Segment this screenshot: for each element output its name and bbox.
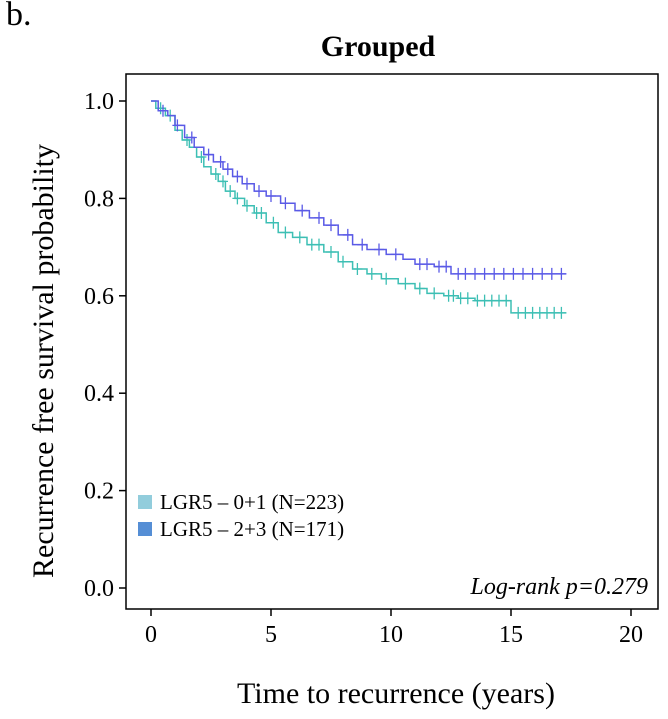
censor-mark (196, 151, 207, 164)
survival-curves (151, 100, 567, 319)
censor-mark (186, 131, 197, 144)
x-tick-label: 10 (379, 622, 403, 648)
censor-mark (537, 267, 548, 280)
series-0 (151, 100, 567, 319)
censor-mark (400, 277, 411, 290)
censor-mark (280, 226, 291, 239)
censor-mark (326, 245, 336, 258)
x-tick-label: 5 (265, 622, 277, 648)
plot-frame (125, 73, 659, 610)
censor-mark (268, 216, 279, 229)
censor-mark (232, 192, 243, 205)
censor-mark (297, 204, 308, 217)
censor-mark (414, 282, 425, 295)
censor-mark (441, 260, 452, 273)
x-axis-title: Time to recurrence (years) (237, 677, 555, 710)
censor-mark (266, 189, 276, 202)
censor-mark (218, 175, 228, 188)
censor-mark (338, 255, 348, 268)
censor-mark (232, 170, 243, 183)
survival-line (151, 100, 567, 314)
censor-mark (314, 238, 324, 251)
series-1 (151, 100, 567, 280)
censor-mark (429, 287, 440, 300)
censor-mark (527, 267, 538, 280)
censor-mark (242, 199, 252, 212)
censor-mark (172, 119, 183, 132)
censor-mark (501, 294, 512, 307)
censor-mark (556, 267, 567, 280)
censor-mark (215, 155, 226, 168)
survival-line (151, 100, 567, 275)
legend-label-lgr5-2-3: LGR5 – 2+3 (N=171) (160, 517, 344, 541)
legend-label-lgr5-0-1: LGR5 – 0+1 (N=223) (160, 490, 344, 514)
y-tick-label: 1.0 (84, 89, 114, 115)
censor-mark (225, 185, 236, 198)
censor-mark (352, 263, 363, 276)
x-tick-label: 20 (619, 622, 643, 648)
censor-mark (182, 133, 192, 146)
censor-mark (479, 267, 490, 280)
censor-mark (280, 197, 291, 210)
censor-mark (254, 185, 264, 198)
censor-mark (498, 267, 509, 280)
censor-mark (470, 267, 480, 280)
legend-swatch-lgr5-2-3 (138, 522, 152, 536)
censor-mark (357, 238, 368, 251)
censor-mark (366, 267, 377, 280)
y-tick-label: 0.6 (84, 284, 114, 310)
y-tick-label: 0.2 (84, 479, 114, 505)
censor-mark (518, 267, 528, 280)
censor-mark (460, 267, 471, 280)
x-tick-label: 0 (145, 622, 157, 648)
censor-mark (381, 272, 392, 285)
y-axis-title: Recurrence free survival probability (27, 144, 60, 578)
censor-mark (508, 267, 519, 280)
censor-mark (374, 243, 384, 256)
censor-mark (342, 228, 353, 241)
x-tick-label: 15 (499, 622, 523, 648)
censor-mark (242, 177, 252, 190)
censor-mark (256, 207, 267, 220)
censor-mark (210, 168, 221, 181)
censor-mark (546, 267, 557, 280)
censor-mark (556, 306, 567, 319)
censor-mark (294, 231, 305, 244)
censor-mark (462, 292, 473, 305)
logrank-annotation: Log-rank p=0.279 (469, 574, 648, 600)
censor-mark (448, 289, 459, 302)
censor-mark (422, 258, 432, 271)
panel-label: b. (6, 0, 32, 33)
y-tick-label: 0.8 (84, 186, 114, 212)
censor-mark (155, 102, 166, 115)
censor-mark (158, 104, 168, 117)
chart-title: Grouped (321, 30, 436, 63)
censor-mark (314, 211, 324, 224)
censor-mark (390, 248, 401, 261)
censor-mark (203, 148, 214, 161)
legend: LGR5 – 0+1 (N=223) LGR5 – 2+3 (N=171) (138, 490, 344, 541)
censor-mark (489, 267, 500, 280)
legend-swatch-lgr5-0-1 (138, 495, 152, 509)
censor-mark (222, 163, 233, 176)
y-tick-label: 0.4 (84, 381, 114, 407)
y-tick-label: 0.0 (84, 576, 114, 602)
x-axis: 0 5 10 15 20 (145, 609, 643, 648)
censor-mark (326, 219, 336, 232)
y-axis: 0.0 0.2 0.4 0.6 0.8 1.0 (84, 89, 126, 602)
